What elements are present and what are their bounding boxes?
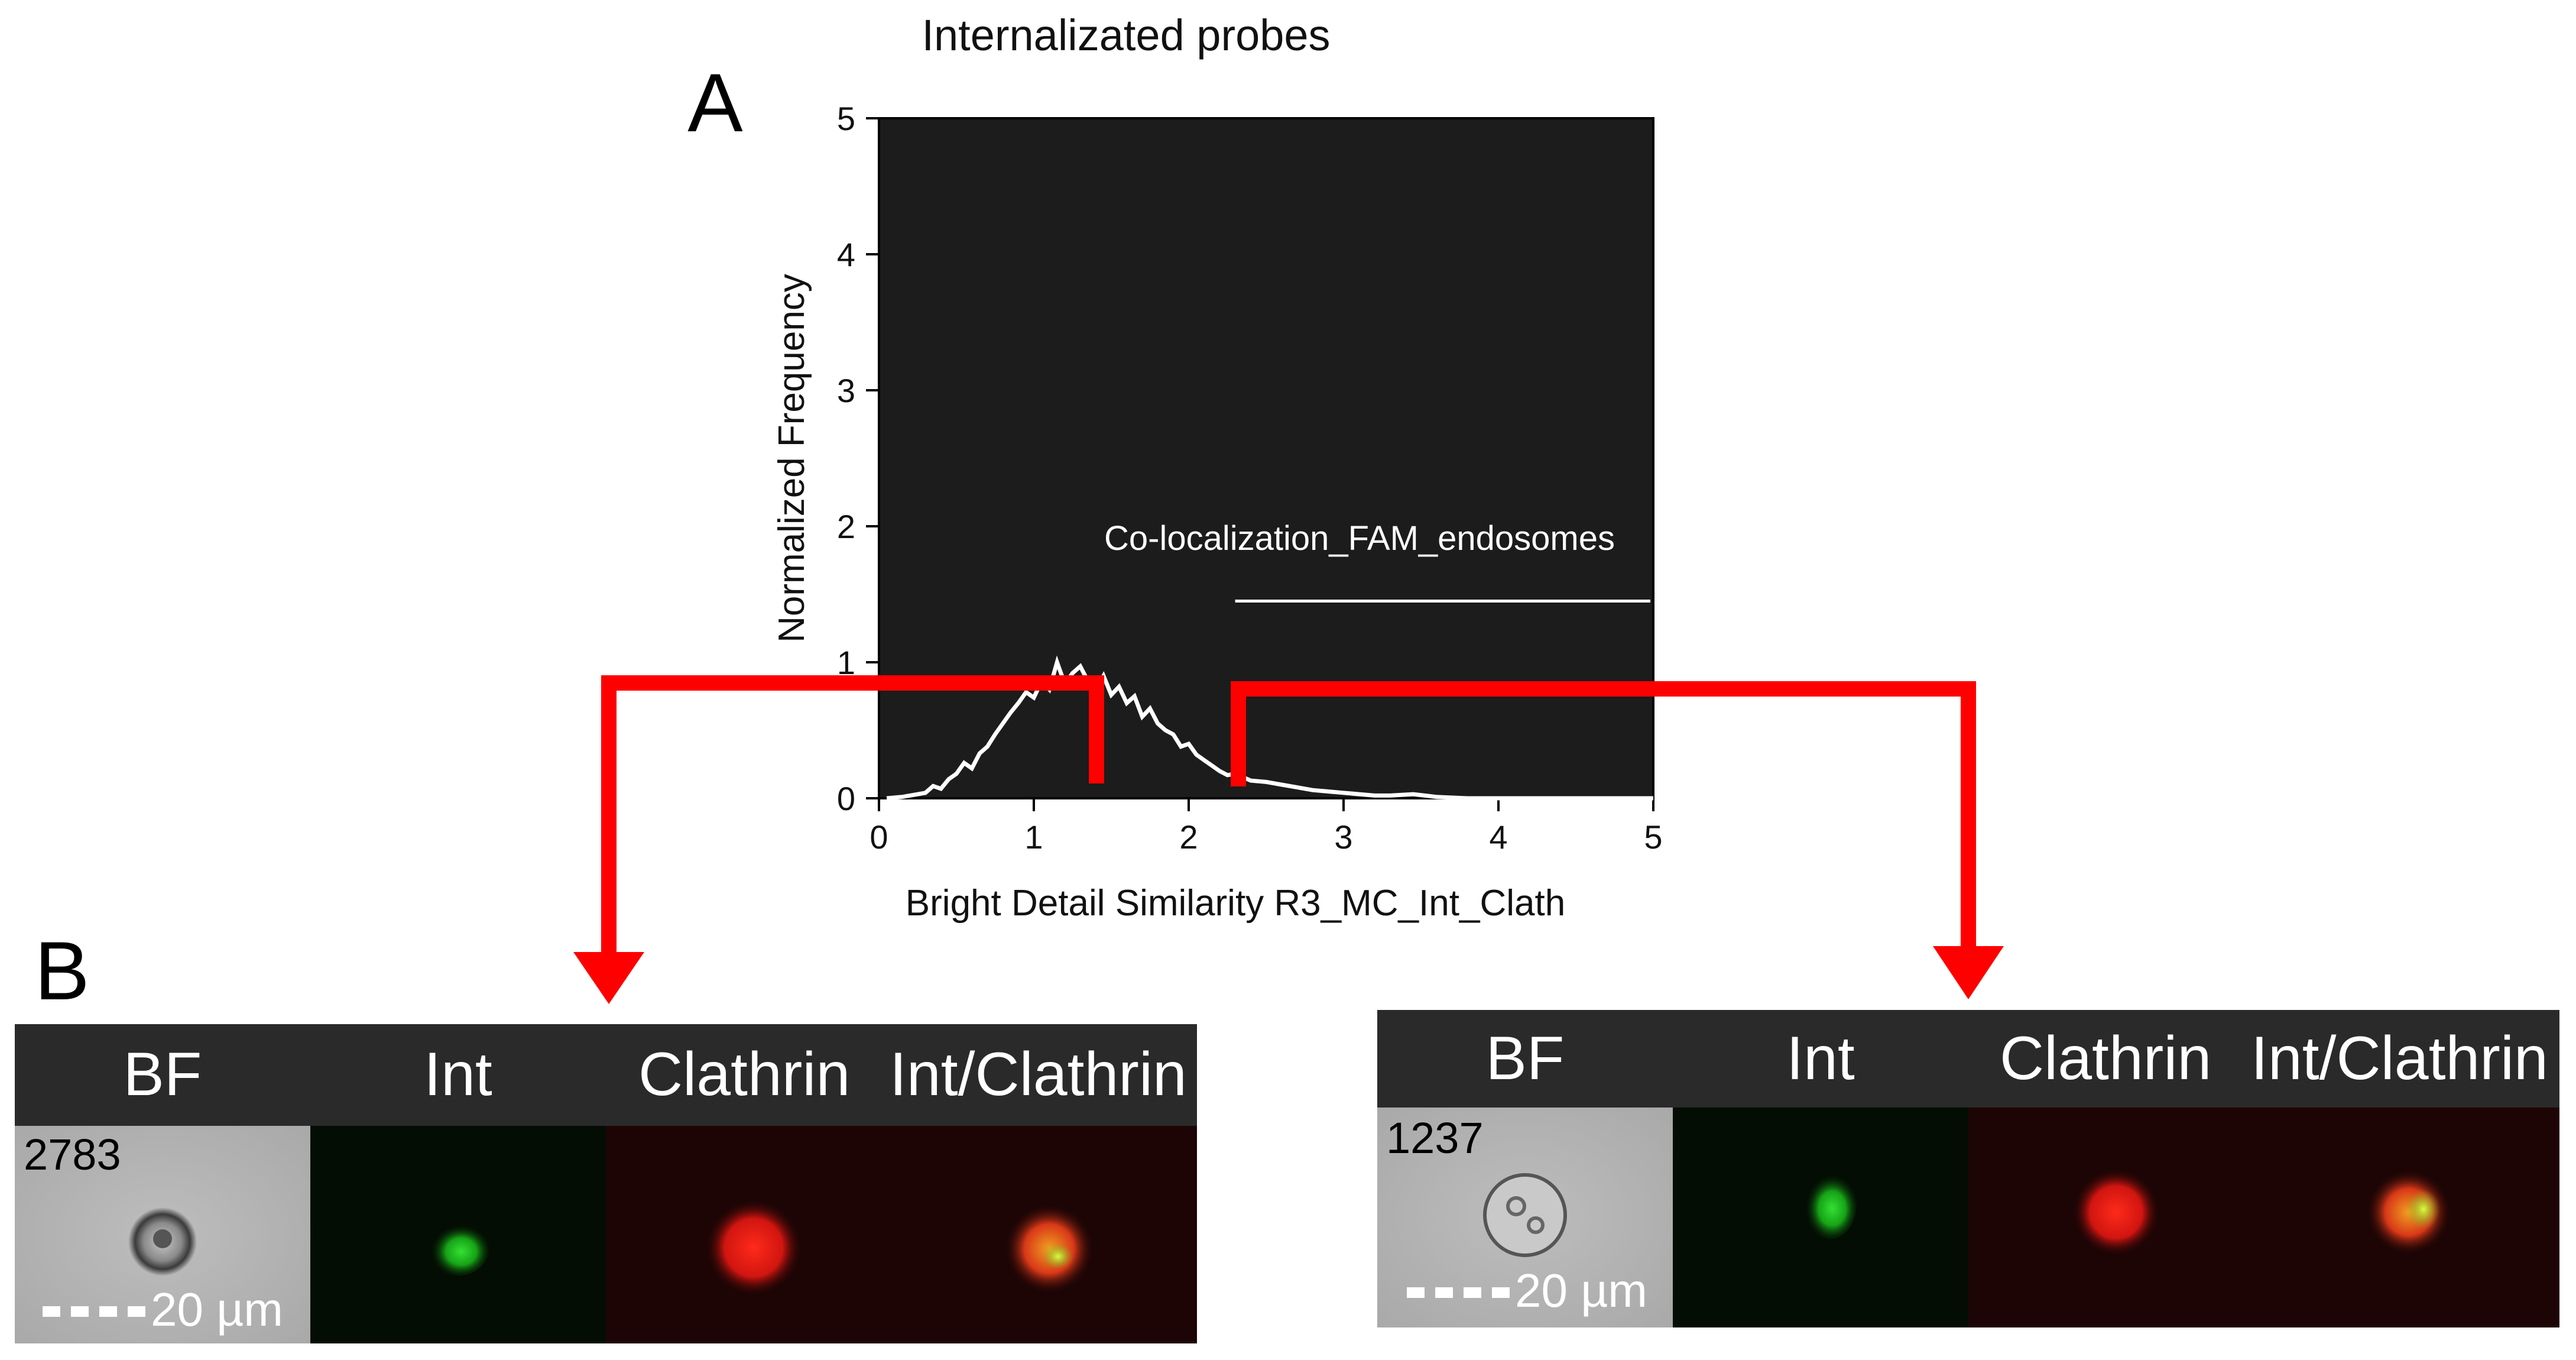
histogram-line (886, 655, 1653, 801)
x-axis-label: Bright Detail Similarity R3_MC_Int_Clath (906, 883, 1565, 924)
histogram-chart: 0 1 2 3 4 5 0 1 2 3 4 5 Co-localization_FAM_endoso… (771, 100, 1663, 924)
strip-header-bar (1377, 1010, 2559, 1108)
y-tick-label: 5 (837, 100, 855, 137)
y-tick-label: 1 (837, 644, 855, 681)
x-tick-label: 3 (1334, 818, 1352, 856)
x-tick-label: 0 (870, 818, 888, 856)
header-bf: BF (1486, 1024, 1565, 1093)
header-clathrin: Clathrin (638, 1040, 850, 1109)
strip-crop-mask (1197, 1024, 1280, 1343)
y-tick-label: 0 (837, 780, 855, 817)
panel-b-label: B (34, 924, 89, 1017)
y-axis-label: Normalized Frequency (771, 274, 812, 643)
x-tick-label: 5 (1644, 818, 1662, 856)
x-tick-label: 4 (1489, 818, 1507, 856)
gate-label: Co-localization_FAM_endosomes (1104, 519, 1615, 558)
right-gate-arrow (1231, 681, 1976, 952)
header-int-clathrin: Int/Clathrin (890, 1040, 1187, 1109)
right-arrow-head (1933, 946, 2004, 999)
scale-label: 20 µm (1515, 1264, 1647, 1317)
int-signal (427, 1222, 489, 1276)
header-int-clathrin: Int/Clathrin (2251, 1024, 2548, 1093)
bf-granule (1527, 1216, 1545, 1234)
y-tick-label: 3 (837, 372, 855, 409)
header-clathrin: Clathrin (2000, 1024, 2211, 1093)
bf-nucleus (153, 1229, 172, 1248)
event-id: 2783 (24, 1130, 121, 1179)
merge-colocalized (1043, 1244, 1073, 1270)
header-int: Int (424, 1040, 492, 1109)
header-bf: BF (124, 1040, 202, 1109)
y-tick-label: 2 (837, 508, 855, 545)
gate-arrows (573, 675, 2004, 1004)
x-tick-label: 1 (1024, 818, 1043, 856)
clathrin-signal (705, 1199, 802, 1296)
bf-granule (1506, 1196, 1526, 1216)
left-arrow-head (573, 952, 644, 1004)
image-strip-right: BF Int Clathrin Int/Clathrin 1237 20 µm (1377, 1010, 2559, 1327)
x-axis-ticks: 0 1 2 3 4 5 (870, 798, 1663, 856)
strip-header-bar (15, 1024, 1197, 1126)
bf-cell (1483, 1173, 1567, 1257)
panel-a-label: A (687, 56, 743, 149)
int-signal (1802, 1171, 1857, 1239)
merge-colocalized (2407, 1189, 2440, 1229)
event-id: 1237 (1386, 1113, 1484, 1163)
x-tick-label: 2 (1179, 818, 1198, 856)
image-strip-left: BF Int Clathrin Int/Clathrin 2783 20 µm (15, 1024, 1280, 1343)
y-axis-ticks: 0 1 2 3 4 5 (837, 100, 879, 817)
left-gate-arrow (601, 675, 1104, 958)
header-int: Int (1786, 1024, 1855, 1093)
chart-title: Internalizated probes (922, 11, 1330, 60)
clathrin-signal (2072, 1168, 2160, 1256)
y-tick-label: 4 (837, 236, 855, 273)
scale-label: 20 µm (151, 1283, 283, 1336)
